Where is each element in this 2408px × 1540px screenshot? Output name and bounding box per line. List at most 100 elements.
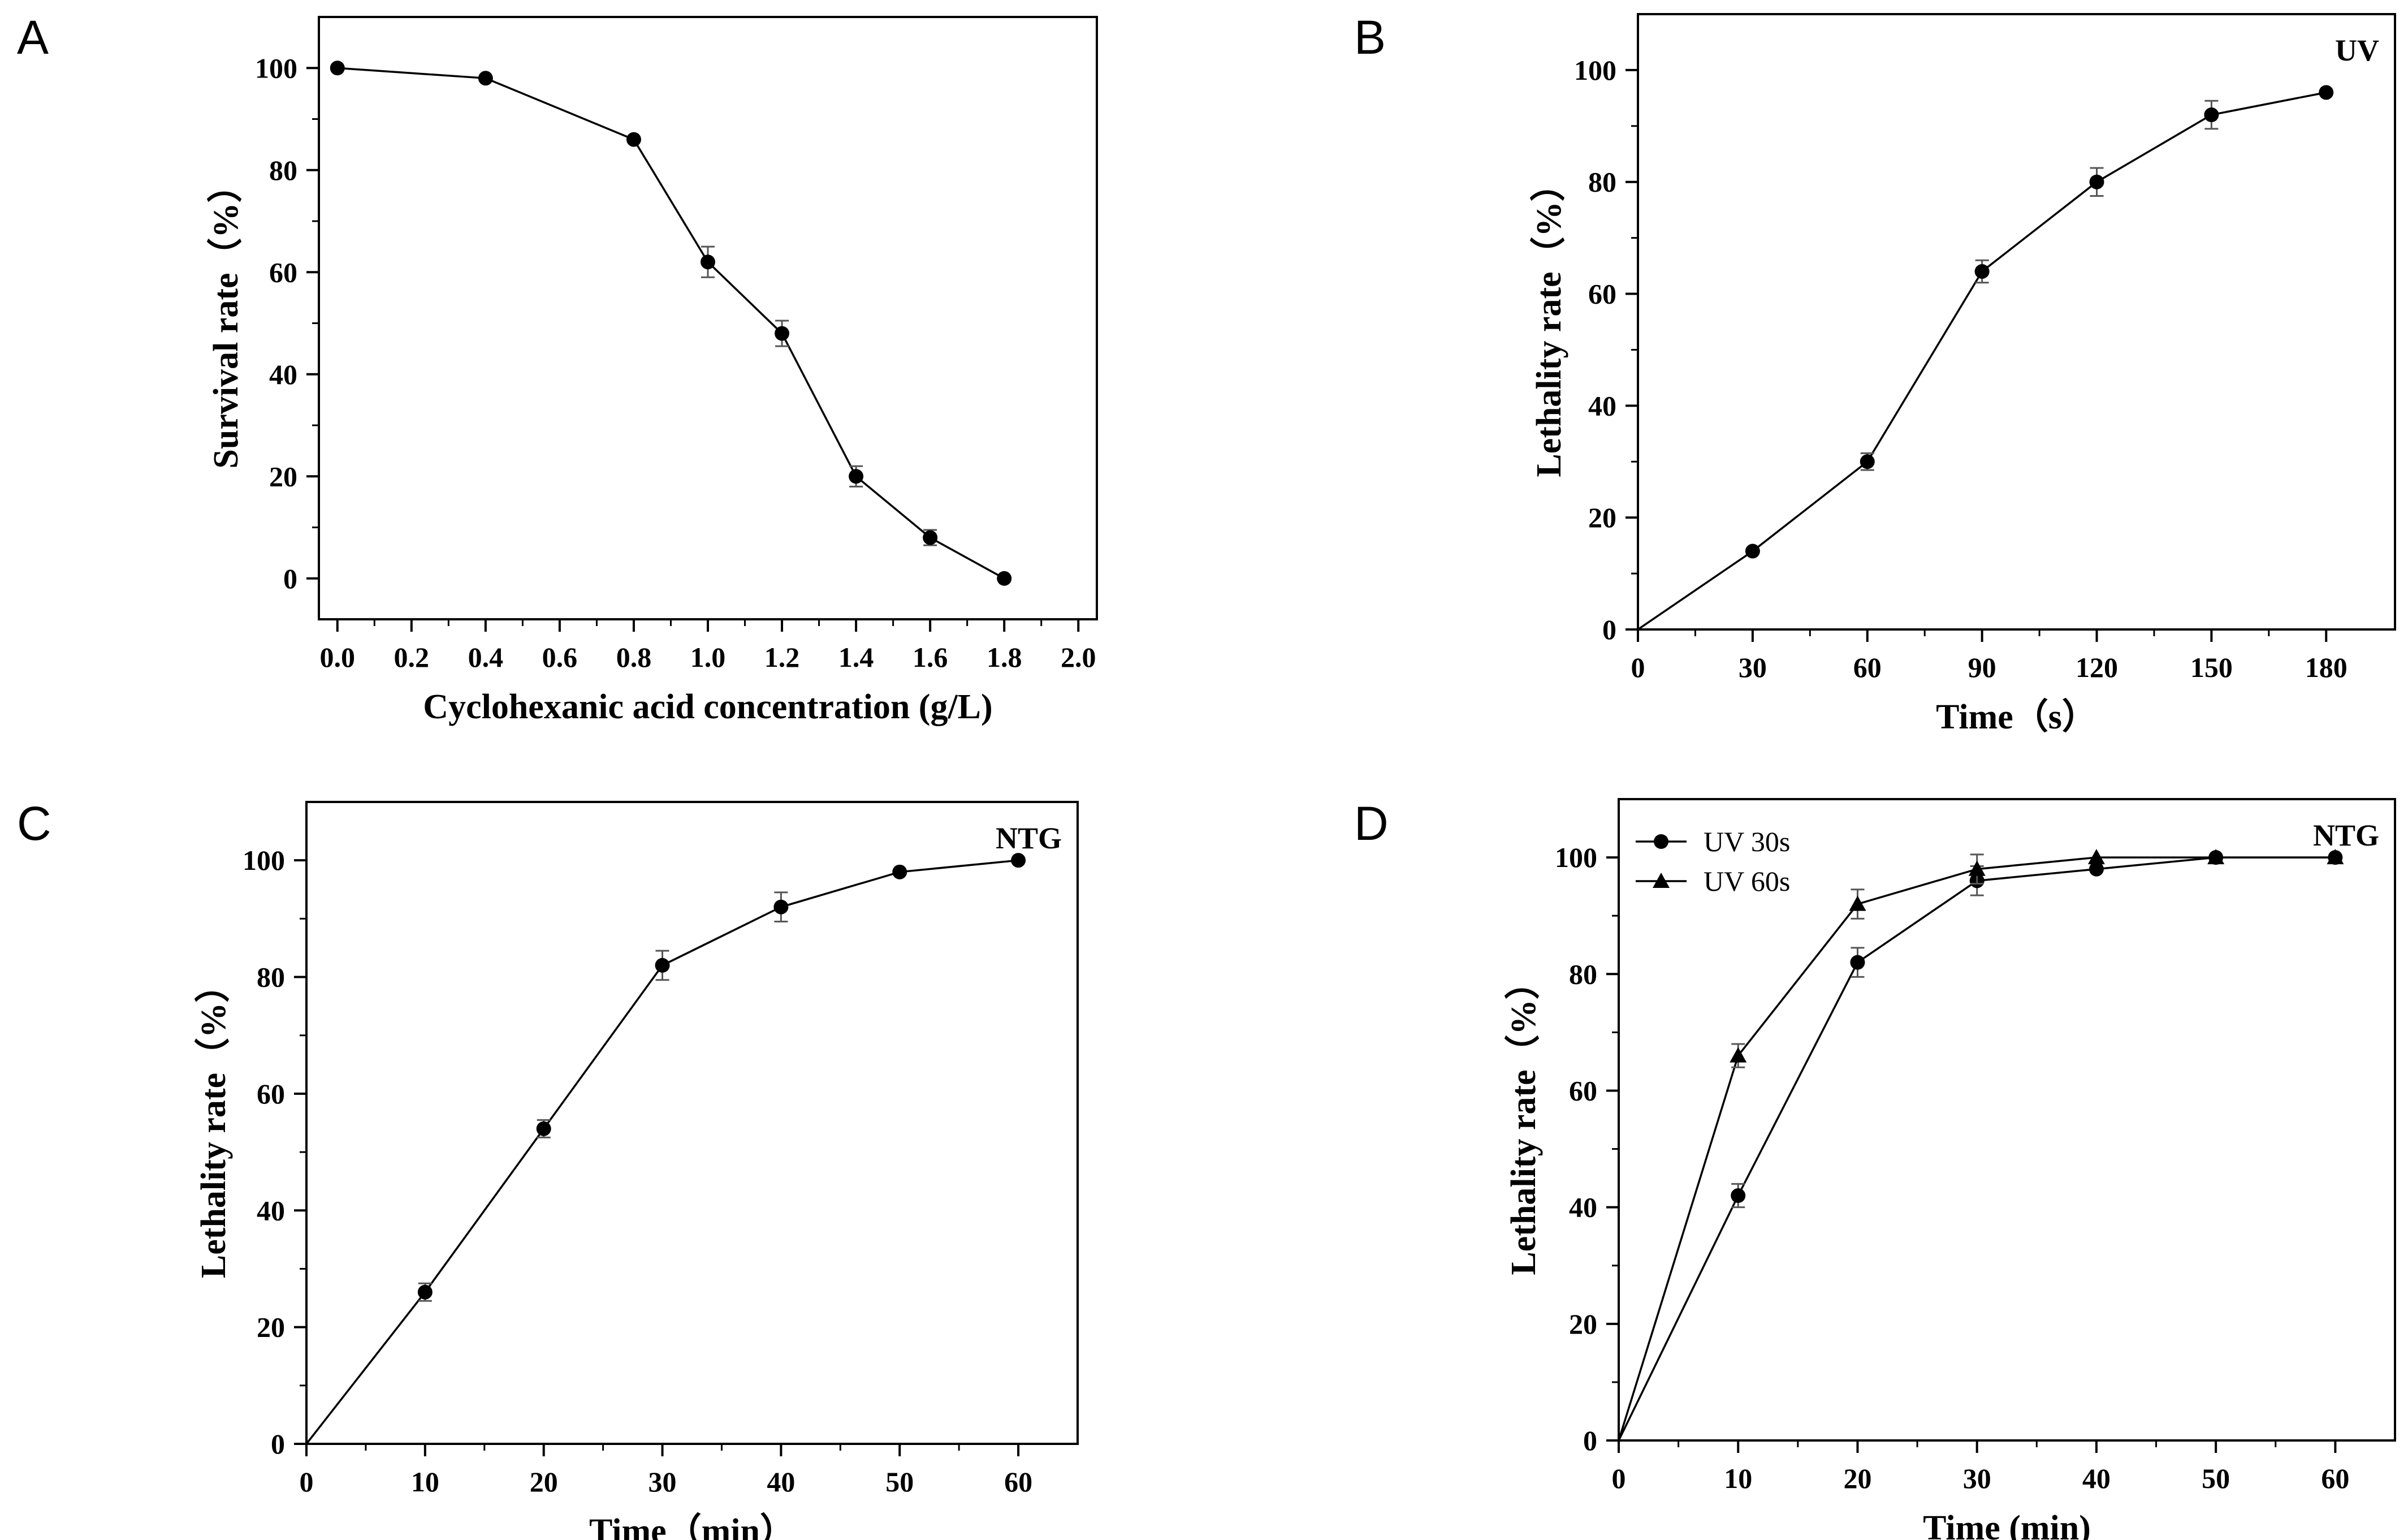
data-point [330,61,345,76]
plot-frame [305,801,1079,1445]
data-point [2207,849,2225,865]
panel-d: D 0 10 20 30 40 50 60 0 20 40 60 80 100 Time (min) Leth… [1354,797,2396,1540]
data-point [1860,454,1875,469]
x-tick-label: 30 [1963,1463,1991,1494]
data-point [701,254,715,270]
x-tick-label: 1.6 [913,641,948,673]
y-axis-title: Lethality rate（%） [1503,964,1543,1275]
legend-marker [1653,873,1670,888]
x-tick-label: 0.2 [394,641,430,673]
x-tick-label: 0.0 [320,641,356,673]
x-axis-title: Time（s） [1936,697,2097,736]
data-point [2319,85,2334,100]
data-point [1011,853,1026,868]
y-tick-label: 40 [257,1194,285,1226]
data-point [417,1284,433,1300]
y-tick-label: 100 [1555,842,1597,873]
x-tick-label: 0.8 [616,641,652,673]
x-tick-label: 40 [767,1466,795,1498]
x-tick-label: 2.0 [1061,641,1096,673]
series-line [1618,856,2336,1441]
y-tick-label: 0 [271,1428,285,1460]
series-line [1618,856,2336,1441]
x-tick-label: 0.4 [468,641,504,673]
panel-letter: C [17,797,51,850]
data-point [849,469,864,484]
data-point [2089,174,2104,189]
y-axis-title: Lethality rate（%） [193,968,233,1278]
y-tick-label: 40 [269,359,297,390]
data-point [2089,861,2104,877]
legend-label: UV 30s [1704,826,1790,857]
x-tick-label: 60 [1853,652,1882,683]
y-tick-label: 60 [1569,1075,1597,1106]
y-tick-label: 100 [243,844,285,876]
data-point [1968,860,1986,876]
plot-frame [1637,13,2396,631]
data-point [1731,1188,1746,1203]
x-tick-label: 1.8 [987,641,1022,673]
x-tick-label: 20 [530,1466,558,1498]
y-tick-label: 60 [1588,278,1616,310]
series-line [337,67,1005,580]
x-tick-label: 1.4 [838,641,874,673]
y-tick-label: 100 [1574,54,1616,86]
data-point [892,864,907,879]
y-tick-label: 20 [1588,502,1616,533]
x-tick-label: 30 [1739,652,1767,683]
data-point [655,957,670,973]
x-tick-label: 120 [2076,652,2118,683]
x-axis-title: Time (min) [1923,1509,2091,1540]
x-tick-label: 20 [1843,1463,1871,1494]
panel-letter: D [1354,797,1389,850]
panel-letter: B [1354,11,1386,64]
x-tick-label: 1.0 [690,641,726,673]
x-tick-label: 180 [2305,652,2348,683]
data-point [626,132,641,147]
x-tick-label: 40 [2082,1463,2111,1494]
plot-frame [318,16,1098,620]
y-tick-label: 80 [269,154,297,186]
plot-frame [1618,798,2396,1442]
y-tick-label: 40 [1569,1192,1597,1223]
data-point [773,899,789,914]
y-tick-label: 20 [1569,1308,1597,1340]
x-tick-label: 0 [300,1466,314,1498]
data-point [1974,264,1990,279]
x-axis-title: Cyclohexanic acid concentration (g/L) [423,688,992,726]
x-tick-label: 10 [411,1466,439,1498]
x-axis-title: Time（min） [589,1511,795,1540]
series-line [1637,91,2327,631]
data-point [478,71,493,86]
y-tick-label: 20 [257,1312,285,1343]
x-tick-label: 0.6 [542,641,578,673]
corner-label: NTG [2313,818,2379,852]
x-tick-label: 30 [649,1466,677,1498]
data-point [997,571,1012,586]
x-tick-label: 1.2 [764,641,800,673]
y-tick-label: 20 [269,460,297,492]
x-tick-label: 0 [1631,652,1645,683]
y-tick-label: 80 [257,961,285,993]
data-point [2327,849,2344,865]
x-tick-label: 50 [2202,1463,2230,1494]
x-tick-label: 50 [885,1466,914,1498]
corner-label: NTG [996,821,1062,855]
y-tick-label: 60 [257,1078,285,1110]
data-point [1850,955,1865,970]
panel-c: C 0 10 20 30 40 50 60 0 20 40 60 80 100 Time（min） Letha… [17,797,1079,1540]
y-tick-label: 80 [1569,958,1597,990]
y-tick-label: 100 [255,52,297,84]
data-point [2087,849,2105,865]
x-tick-label: 60 [2321,1463,2349,1494]
y-tick-label: 0 [283,563,297,594]
x-tick-label: 150 [2190,652,2233,683]
y-tick-label: 0 [1602,614,1616,645]
x-tick-label: 90 [1968,652,1996,683]
x-tick-label: 10 [1724,1463,1752,1494]
data-point [1745,543,1760,559]
data-point [1730,1047,1747,1063]
x-tick-label: 0 [1612,1463,1626,1494]
series-line [305,859,1019,1445]
